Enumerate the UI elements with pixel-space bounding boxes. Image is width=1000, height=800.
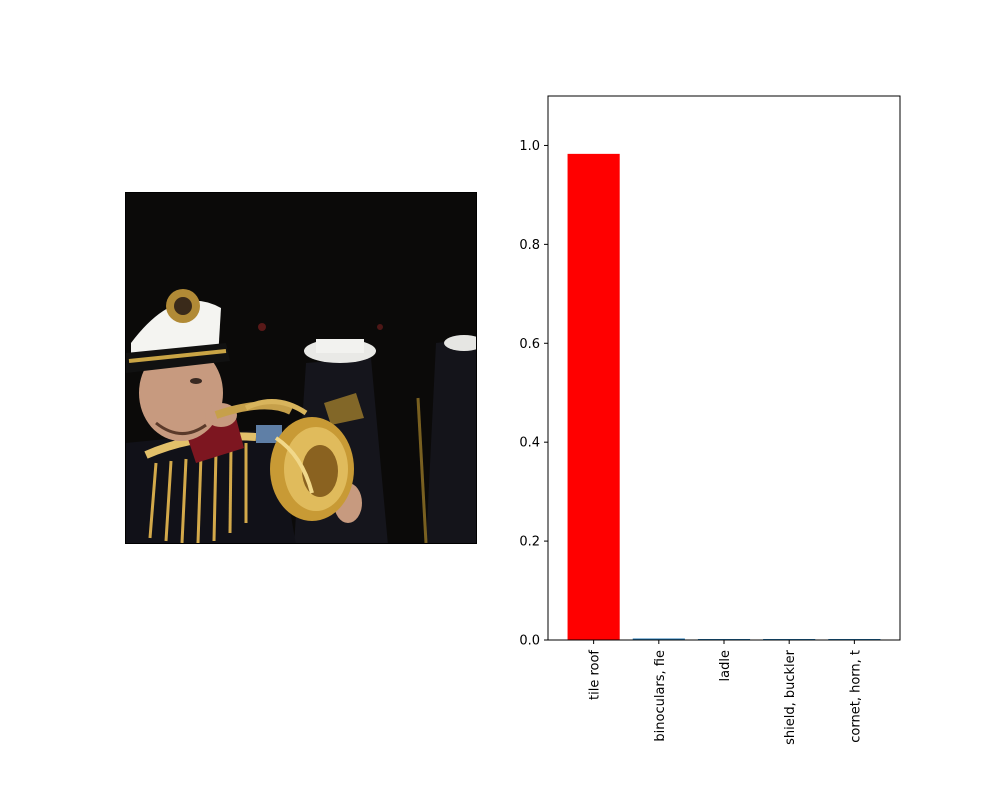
x-tick-label: binoculars, fie [653,650,668,742]
bar-1 [632,638,685,640]
marching-band-photo [126,193,476,543]
bar-0 [567,153,620,640]
bars-layer [567,153,881,640]
y-axis: 0.0 0.2 0.4 0.6 0.8 1.0 [519,139,548,649]
y-tick-label: 0.8 [519,238,540,253]
y-tick-label: 0.6 [519,337,540,352]
x-tick-label: cornet, horn, t [848,650,863,743]
y-tick-label: 0.0 [519,634,540,649]
y-tick-label: 0.4 [519,436,540,451]
x-tick-label: tile roof [588,650,603,700]
y-tick-label: 1.0 [519,139,540,154]
x-axis: tile roof binoculars, fie ladle shield, buc… [588,640,863,745]
photo-image [125,192,477,544]
x-tick-label: shield, buckler [783,649,798,745]
x-tick-label: ladle [718,650,733,681]
y-tick-label: 0.2 [519,535,540,550]
